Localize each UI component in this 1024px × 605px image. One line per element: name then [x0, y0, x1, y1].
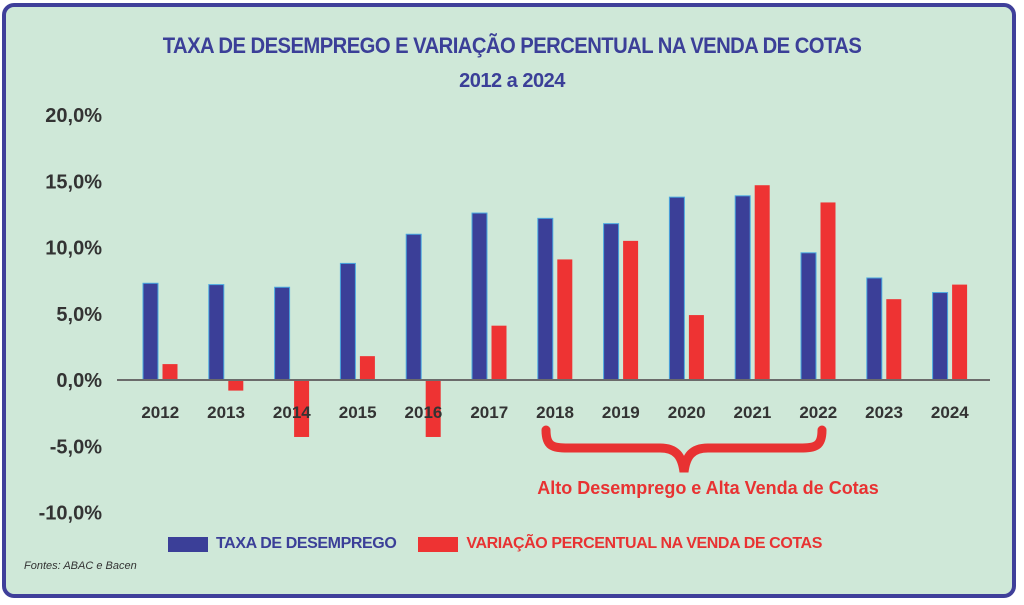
y-tick-label: 10,0% [45, 238, 102, 260]
legend-item-quota-sales: VARIAÇÃO PERCENTUAL NA VENDA DE COTAS [418, 535, 822, 553]
legend-label-unemployment: TAXA DE DESEMPREGO [216, 535, 397, 552]
bar-unemployment [932, 292, 949, 381]
bar-quota-sales [754, 185, 770, 380]
bar-quota-sales [820, 202, 836, 380]
x-tick-label: 2019 [602, 403, 640, 422]
bar-quota-sales [491, 325, 507, 380]
x-tick-label: 2017 [470, 403, 508, 422]
bar-unemployment [668, 196, 685, 381]
x-axis: 2012 2013 2014 2015 2016 2017 2018 2019 2020 2021… [141, 403, 969, 422]
bar-quota-sales [623, 240, 639, 380]
annotation-text: Alto Desemprego e Alta Venda de Cotas [537, 478, 878, 498]
x-tick-label: 2015 [339, 403, 377, 422]
bar-unemployment [537, 217, 554, 381]
bar-quota-sales [294, 380, 310, 437]
bar-unemployment [208, 284, 225, 381]
bar-quota-sales [228, 380, 244, 391]
bar-unemployment [866, 277, 883, 381]
bar-unemployment [339, 262, 356, 381]
y-tick-label: 0,0% [56, 370, 102, 392]
brace-annotation [541, 425, 827, 473]
bar-quota-sales [952, 284, 968, 380]
chart-title: TAXA DE DESEMPREGO E VARIAÇÃO PERCENTUAL… [162, 33, 862, 58]
legend-swatch-blue [168, 536, 208, 552]
y-tick-label: -5,0% [50, 436, 102, 458]
y-tick-label: 15,0% [45, 171, 102, 193]
legend: TAXA DE DESEMPREGO VARIAÇÃO PERCENTUAL N… [168, 535, 844, 553]
x-tick-label: 2012 [141, 403, 179, 422]
bar-unemployment [471, 212, 488, 381]
legend-item-unemployment: TAXA DE DESEMPREGO [168, 535, 397, 553]
bar-quota-sales [886, 299, 902, 380]
y-tick-label: 5,0% [56, 304, 102, 326]
chart-subtitle: 2012 a 2024 [459, 70, 565, 92]
x-tick-label: 2024 [931, 403, 969, 422]
x-tick-label: 2014 [273, 403, 311, 422]
bar-unemployment [405, 233, 422, 381]
legend-label-quota-sales: VARIAÇÃO PERCENTUAL NA VENDA DE COTAS [466, 535, 822, 552]
y-tick-label: 20,0% [45, 105, 102, 127]
bar-unemployment [603, 223, 620, 381]
x-tick-label: 2023 [865, 403, 903, 422]
x-tick-label: 2018 [536, 403, 574, 422]
bar-quota-sales [557, 259, 573, 380]
bar-quota-sales [359, 356, 375, 380]
bar-quota-sales [425, 380, 441, 437]
bar-unemployment [800, 252, 817, 381]
bar-quota-sales [688, 315, 704, 380]
source-note: Fontes: ABAC e Bacen [24, 560, 137, 572]
bar-unemployment [274, 286, 291, 381]
bar-unemployment [142, 282, 159, 381]
x-tick-label: 2013 [207, 403, 245, 422]
bar-quota-sales [162, 364, 178, 380]
bars [142, 185, 968, 437]
bar-unemployment [734, 195, 751, 381]
y-axis: 20,0% 15,0% 10,0% 5,0% 0,0% -5,0% -10,0% [39, 105, 103, 525]
y-tick-label: -10,0% [39, 503, 103, 525]
x-tick-label: 2021 [734, 403, 772, 422]
x-tick-label: 2022 [799, 403, 837, 422]
x-tick-label: 2016 [405, 403, 443, 422]
chart-frame [2, 3, 1016, 598]
x-tick-label: 2020 [668, 403, 706, 422]
legend-swatch-red [418, 536, 459, 552]
